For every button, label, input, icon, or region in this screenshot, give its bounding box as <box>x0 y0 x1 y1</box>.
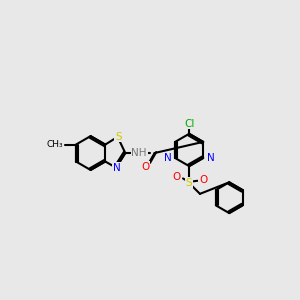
Text: NH: NH <box>131 148 147 158</box>
Text: N: N <box>113 163 121 173</box>
Text: O: O <box>199 175 207 185</box>
Text: CH₃: CH₃ <box>46 140 63 149</box>
Text: N: N <box>207 153 215 163</box>
Text: S: S <box>186 178 193 188</box>
Text: O: O <box>173 172 181 182</box>
Text: N: N <box>164 153 171 163</box>
Text: S: S <box>115 132 122 142</box>
Text: Cl: Cl <box>184 119 194 129</box>
Text: O: O <box>141 162 149 172</box>
